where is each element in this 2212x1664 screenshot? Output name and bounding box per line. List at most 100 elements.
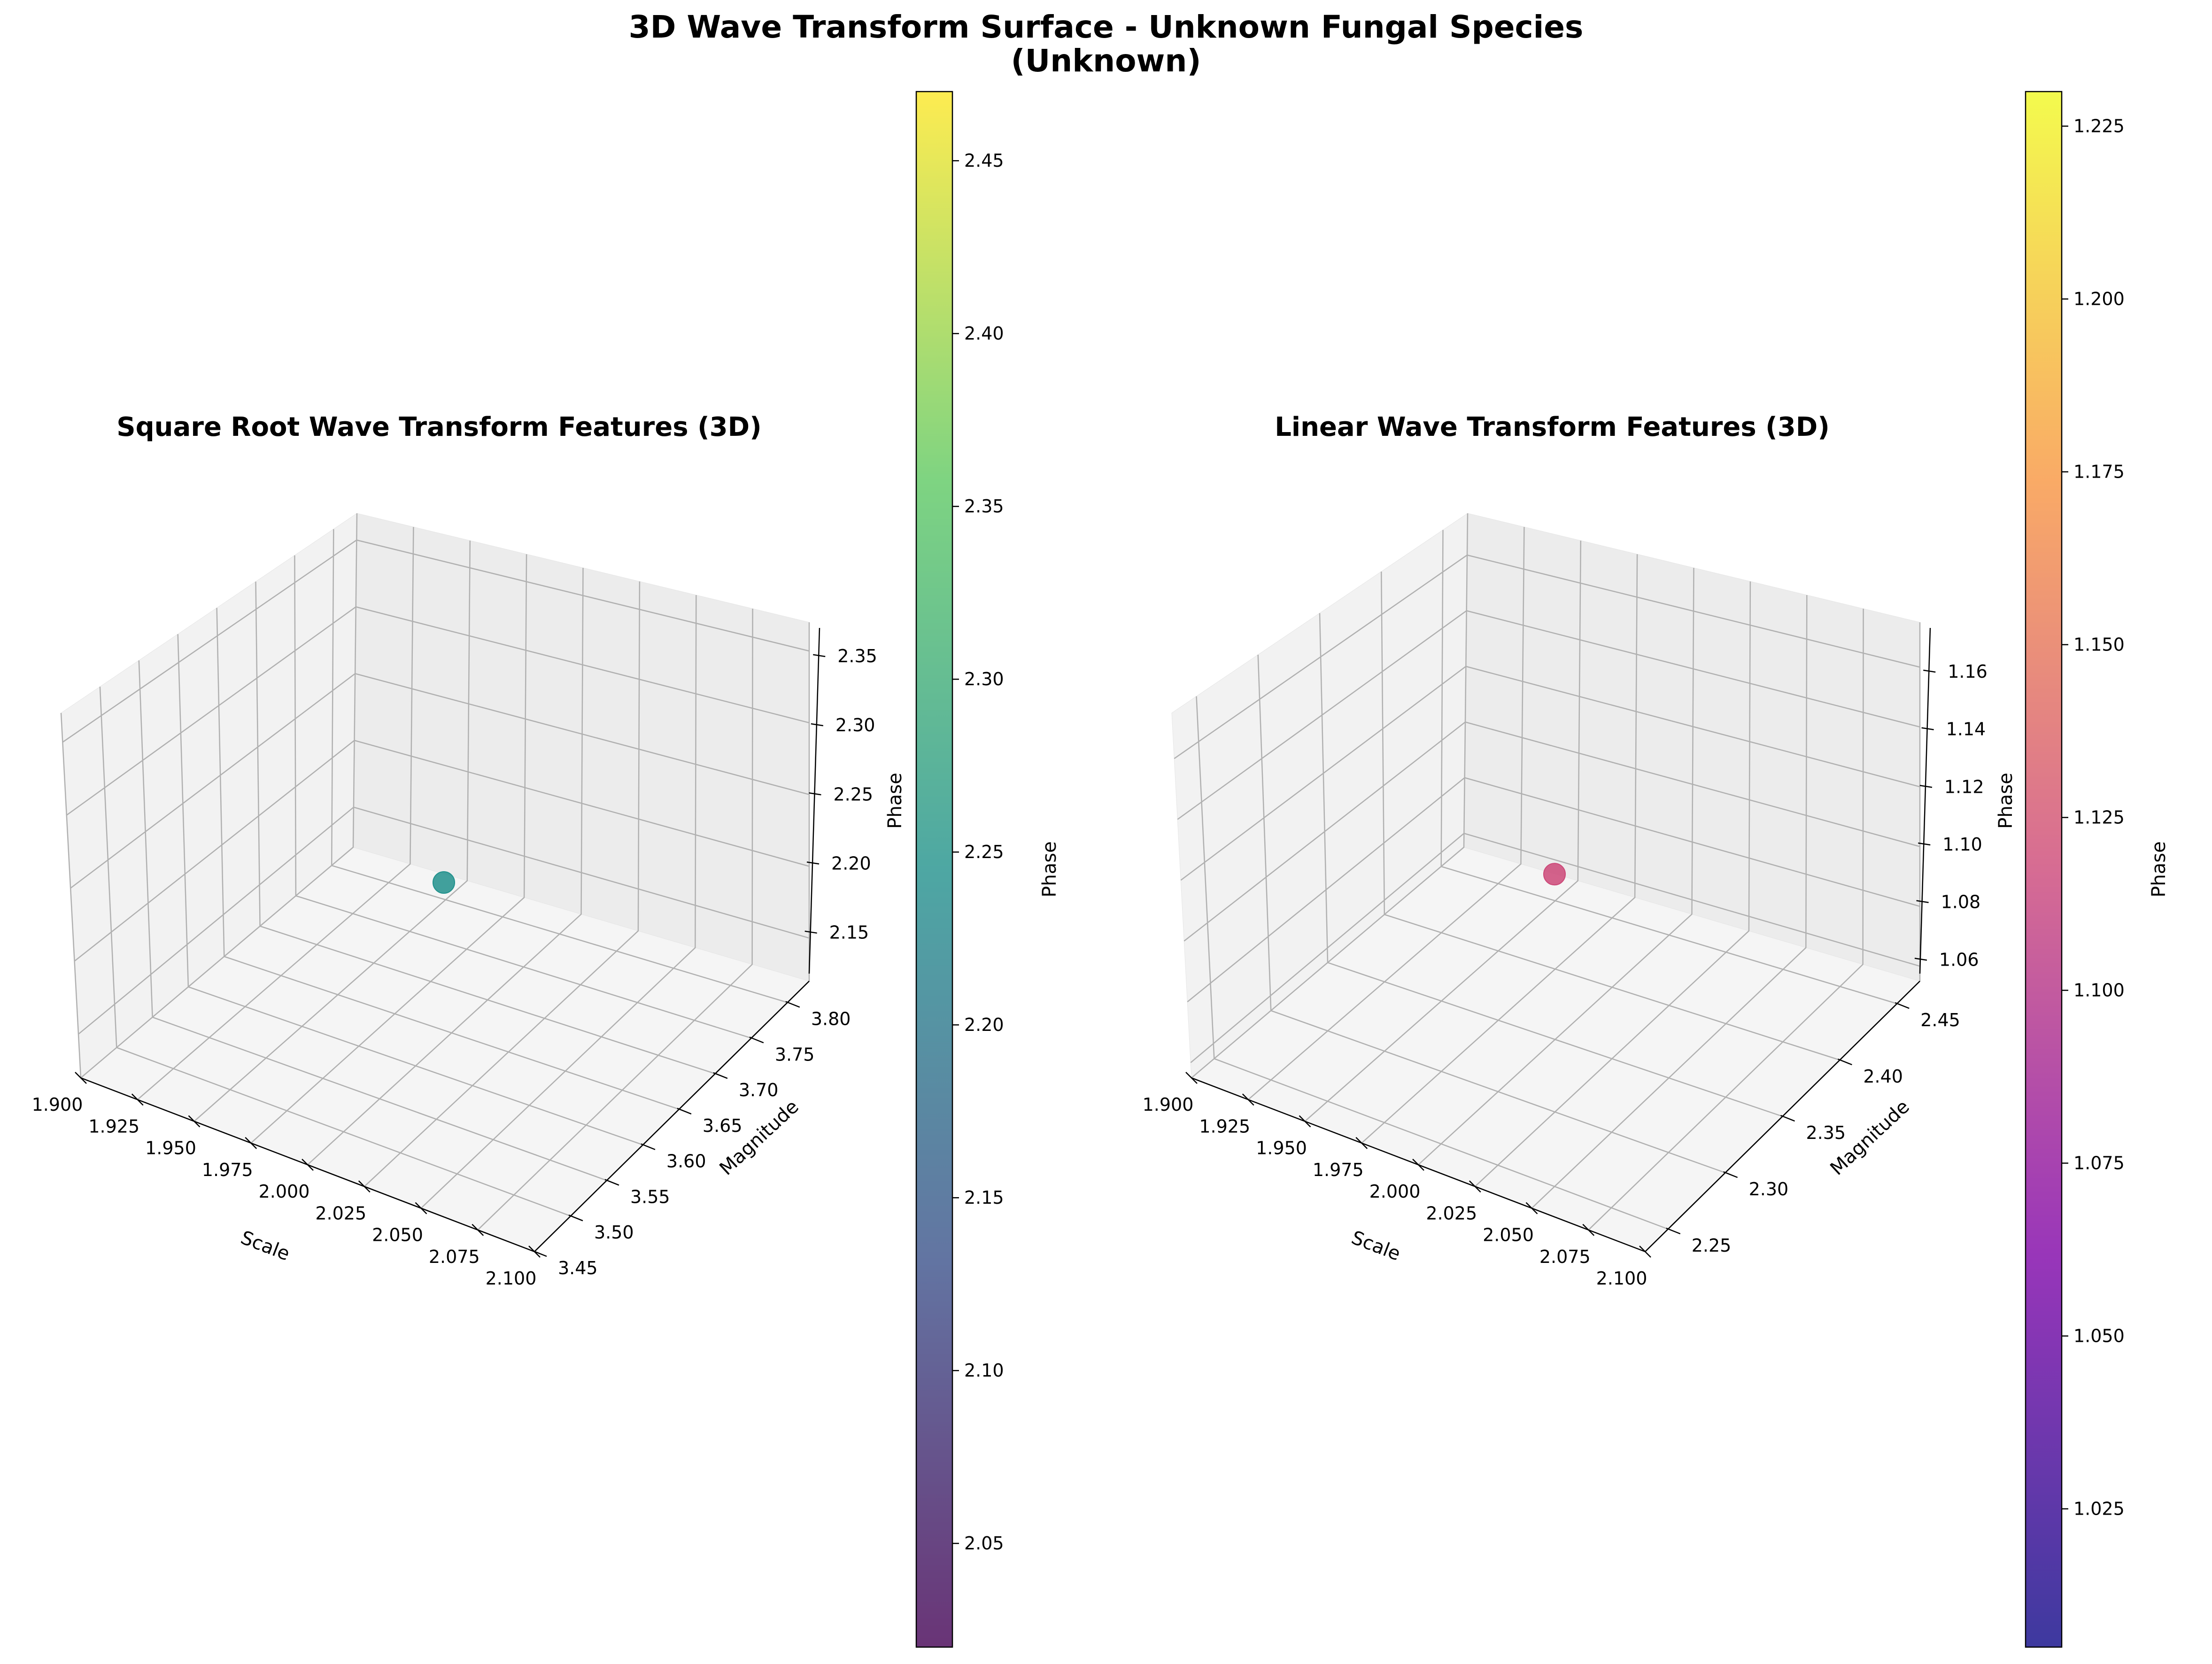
scale-tick-mark: [302, 1159, 314, 1171]
grid-line-phase: [1190, 833, 1920, 1063]
scale-tick-mark: [1299, 1115, 1311, 1128]
scale-tick-mark: [1355, 1137, 1368, 1149]
magnitude-tick-label: 3.75: [775, 1044, 815, 1065]
grid-line-magnitude: [138, 660, 607, 1181]
phase-axis-label: Phase: [884, 773, 906, 828]
phase-tick-label: 1.12: [1944, 776, 1984, 797]
scale-tick-label: 2.025: [315, 1203, 366, 1223]
grid-line-scale: [1304, 540, 1582, 1122]
colorbar-tick-label: 2.05: [964, 1533, 1004, 1554]
scale-tick-label: 2.050: [372, 1225, 423, 1246]
linear-transform-colorbar: 1.025 1.050 1.075 1.100 1.125 1.150 1.175 1.200…: [2025, 91, 2170, 1648]
grid-line-phase: [66, 606, 810, 816]
scale-tick-label: 2.000: [259, 1181, 310, 1202]
scale-tick-label: 2.100: [486, 1268, 537, 1289]
scale-tick-label: 1.925: [88, 1116, 139, 1137]
grid-line-magnitude: [1380, 571, 1840, 1061]
colorbar-tick-label: 2.45: [964, 150, 1004, 171]
phase-tick-label: 1.06: [1939, 949, 1979, 970]
grid-line-magnitude: [1319, 613, 1783, 1117]
scale-tick-label: 2.025: [1426, 1203, 1477, 1223]
magnitude-tick-label: 3.45: [558, 1258, 598, 1278]
colorbar-tick-label: 1.125: [2073, 807, 2125, 828]
phase-tick-label: 1.10: [1942, 834, 1982, 855]
grid-line-scale: [1418, 567, 1694, 1165]
grid-line-magnitude: [216, 608, 680, 1110]
magnitude-tick-mark: [1723, 1171, 1738, 1178]
grid-line-scale: [307, 567, 584, 1165]
colorbar-tick-label: 1.175: [2073, 462, 2125, 482]
grid-line-scale: [80, 513, 358, 1078]
phase-tick-mark: [809, 792, 821, 796]
magnitude-tick-mark: [532, 1250, 547, 1257]
scale-tick-label: 2.000: [1369, 1181, 1421, 1202]
magnitude-axis-label: Magnitude: [715, 1096, 803, 1179]
phase-tick-mark: [1914, 958, 1927, 961]
magnitude-tick-label: 3.80: [811, 1008, 851, 1029]
phase-tick-label: 2.15: [829, 922, 869, 943]
grid-line-magnitude: [1257, 654, 1726, 1174]
scale-tick-label: 2.075: [1539, 1246, 1591, 1267]
phase-tick-mark: [1916, 900, 1929, 903]
colorbar-gradient: [916, 92, 952, 1647]
phase-tick-mark: [1923, 669, 1936, 673]
scale-tick-label: 1.900: [1143, 1094, 1194, 1115]
phase-tick-mark: [811, 723, 824, 727]
figure-title-line1: 3D Wave Transform Surface - Unknown Fung…: [629, 9, 1584, 45]
scale-tick-label: 2.075: [429, 1246, 480, 1267]
magnitude-tick-mark: [1666, 1227, 1681, 1235]
phase-tick-mark: [813, 654, 826, 658]
scale-tick-mark: [75, 1072, 87, 1084]
phase-tick-mark: [806, 861, 820, 865]
colorbar-tick-label: 1.200: [2073, 289, 2125, 310]
colorbar-gradient: [2026, 92, 2062, 1647]
phase-tick-label: 2.25: [833, 784, 873, 805]
axes-title: Square Root Wave Transform Features (3D): [116, 412, 761, 442]
magnitude-tick-mark: [604, 1179, 619, 1186]
magnitude-tick-label: 2.45: [1920, 1010, 1960, 1030]
colorbar-tick-label: 1.075: [2073, 1153, 2125, 1174]
grid-line-scale: [420, 595, 697, 1209]
scale-tick-label: 1.900: [32, 1094, 83, 1115]
colorbar-tick-label: 1.100: [2073, 980, 2125, 1001]
grid-line-phase: [78, 806, 810, 1035]
phase-tick-mark: [1921, 727, 1934, 730]
scale-tick-label: 2.100: [1596, 1268, 1647, 1289]
scale-tick-mark: [245, 1137, 257, 1149]
grid-line-scale: [137, 526, 414, 1100]
colorbar-tick-label: 1.050: [2073, 1326, 2125, 1347]
scale-tick-mark: [1242, 1093, 1254, 1106]
magnitude-tick-label: 2.35: [1806, 1122, 1846, 1143]
magnitude-tick-label: 3.55: [630, 1186, 670, 1207]
grid-line-scale: [1191, 513, 1469, 1078]
phase-axis-line: [1919, 627, 1931, 974]
grid-line-scale: [250, 554, 527, 1144]
grid-line-magnitude: [177, 634, 643, 1145]
grid-line-magnitude: [294, 555, 752, 1039]
scale-tick-mark: [358, 1180, 371, 1193]
grid-line-phase: [62, 539, 810, 743]
grid-line-phase: [1183, 721, 1920, 942]
axes-title: Linear Wave Transform Features (3D): [1275, 412, 1830, 442]
phase-tick-label: 2.35: [837, 646, 877, 666]
magnitude-tick-mark: [1895, 1002, 1910, 1009]
sqrt-transform-3d-axes: Square Root Wave Transform Features (3D)…: [32, 412, 906, 1289]
colorbar-frame: [915, 91, 953, 1648]
grid-line-magnitude: [255, 581, 716, 1075]
scale-tick-mark: [1185, 1072, 1198, 1084]
figure-title-line2: (Unknown): [1011, 43, 1201, 79]
grid-line-phase: [1180, 666, 1920, 881]
phase-axis-line: [808, 627, 820, 974]
phase-tick-mark: [1919, 785, 1933, 788]
scale-tick-mark: [472, 1223, 484, 1236]
scale-tick-label: 2.050: [1483, 1225, 1534, 1246]
phase-tick-label: 1.14: [1946, 719, 1986, 740]
scale-tick-label: 1.975: [1313, 1160, 1364, 1180]
magnitude-tick-mark: [641, 1143, 656, 1150]
grid-line-phase: [70, 673, 810, 889]
grid-line-phase: [1187, 777, 1920, 1003]
colorbar-label: Phase: [2148, 841, 2170, 897]
colorbar-tick-label: 2.40: [964, 323, 1004, 344]
magnitude-tick-mark: [1837, 1058, 1852, 1066]
